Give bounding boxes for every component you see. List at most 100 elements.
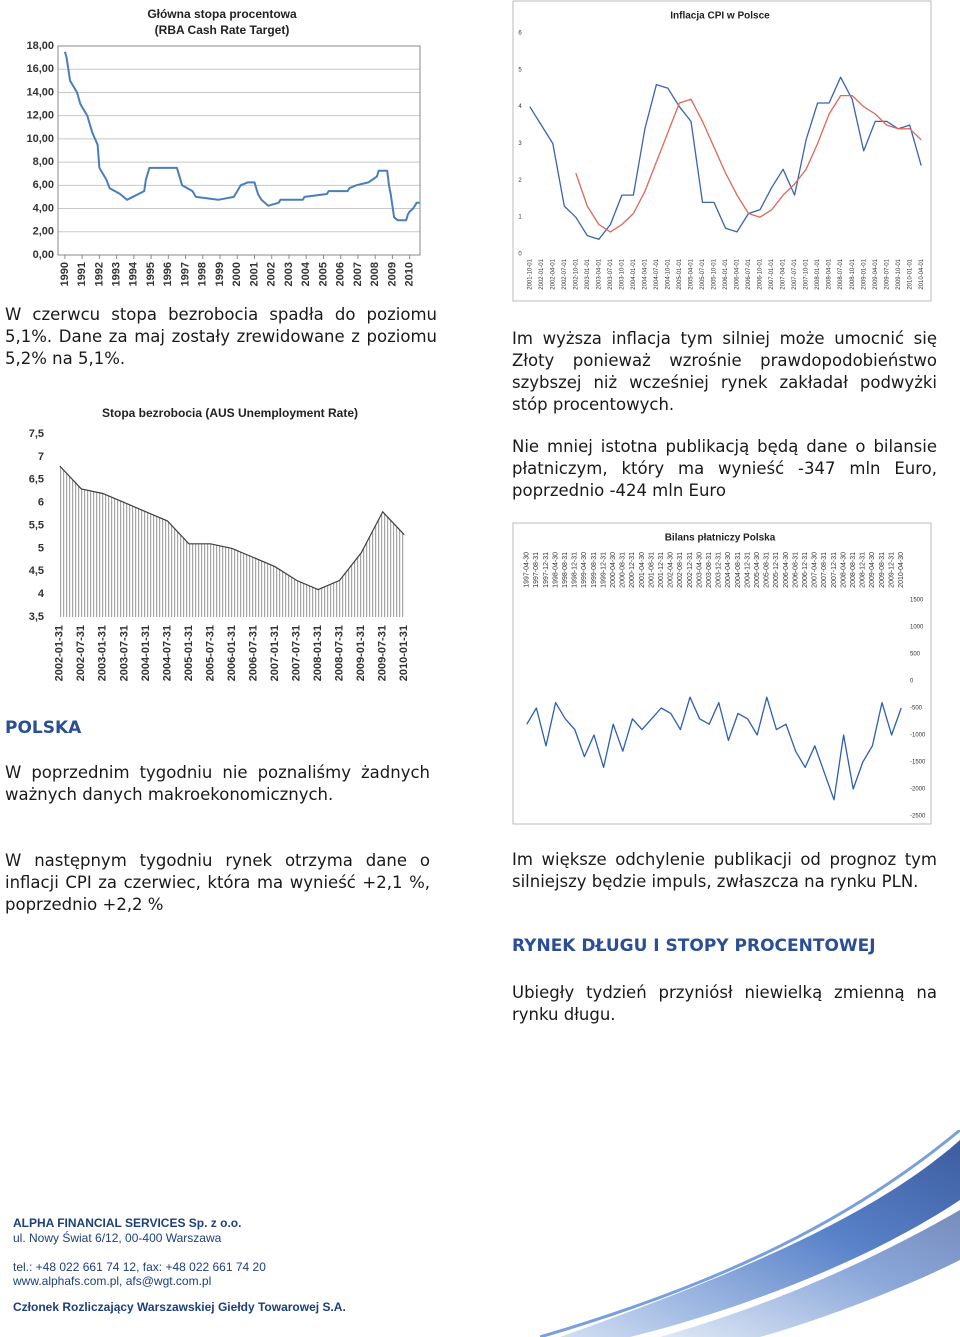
footer-phone: tel.: +48 022 661 74 12, fax: +48 022 66… [13, 1260, 266, 1274]
x-tick-label: 2005-10-01 [712, 258, 718, 289]
plot-area [57, 45, 421, 256]
footer-web: www.alphafs.com.pl, afs@wgt.com.pl [13, 1274, 212, 1288]
x-tick-label: 2007-12-31 [831, 552, 838, 588]
x-tick-label: 2004-12-31 [744, 552, 751, 588]
y-tick-label: 1000 [910, 625, 924, 631]
x-tick-label: 2005-07-01 [700, 258, 706, 289]
x-tick-label: 2004-04-01 [642, 258, 648, 289]
x-tick-label: 2003-07-31 [118, 625, 130, 681]
y-tick-label: 6,00 [33, 179, 54, 191]
footer-company: ALPHA FINANCIAL SERVICES Sp. z o.o. [13, 1216, 242, 1230]
y-tick-label: 7,5 [29, 428, 44, 440]
data-line [529, 76, 922, 240]
x-tick-label: 2008-10-01 [850, 258, 856, 289]
x-tick-label: 2002-08-31 [677, 552, 684, 588]
chart-title: Główna stopa procentowa [147, 7, 297, 21]
x-tick-label: 2008-04-01 [827, 258, 833, 289]
data-area [59, 466, 405, 617]
data-line [59, 465, 405, 591]
x-tick-label: 1993 [111, 262, 123, 286]
x-tick-label: 2008-07-01 [838, 258, 844, 289]
x-tick-label: 2002-01-31 [54, 625, 66, 681]
x-tick-label: 2001-08-31 [648, 552, 655, 588]
footer-membership: Członek Rozliczający Warszawskiej Giełdy… [13, 1300, 346, 1314]
x-tick-label: 2008 [369, 262, 381, 286]
x-tick-label: 2007 [352, 262, 364, 286]
chart-balance: Bilans płatniczy Polska 1500 1000 500 0 -500 -… [512, 522, 932, 825]
x-tick-label: 2000-12-31 [629, 552, 636, 588]
x-tick-label: 2003-04-30 [696, 552, 703, 588]
x-tick-label: 1999 [214, 262, 226, 286]
x-tick-label: 2007-04-30 [812, 552, 819, 588]
x-tick-label: 2001 [248, 262, 260, 286]
x-tick-label: 2006-01-31 [226, 625, 238, 681]
x-tick-label: 2007-10-01 [804, 258, 810, 289]
x-tick-label: 2009-01-01 [861, 258, 867, 289]
paragraph: W poprzednim tygodniu nie poznaliśmy żad… [5, 763, 430, 804]
x-tick-label: 1997-08-31 [533, 552, 540, 588]
x-tick-label: 2005-07-31 [204, 625, 216, 681]
y-tick-label: 2,00 [33, 226, 54, 238]
x-tick-label: 2009-10-01 [896, 258, 902, 289]
x-tick-label: 1996 [162, 262, 174, 286]
x-tick-label: 2006-04-01 [735, 258, 741, 289]
x-tick-label: 2006-04-30 [783, 552, 790, 588]
y-tick-label: 5 [518, 67, 522, 73]
x-tick-label: 2003-12-31 [716, 552, 723, 588]
chart-title: Bilans płatniczy Polska [665, 533, 776, 544]
x-tick-label: 2007-07-01 [792, 258, 798, 289]
x-tick-label: 2002-04-01 [550, 258, 556, 289]
y-tick-label: 4,5 [29, 565, 44, 577]
paragraph: W czerwcu stopa bezrobocia spadła do poz… [5, 305, 437, 368]
chart-unemployment: Stopa bezrobocia (AUS Unemployment Rate)… [29, 406, 410, 681]
x-tick-label: 2005-04-30 [754, 552, 761, 588]
x-tick-label: 2003-01-31 [97, 625, 109, 681]
x-tick-label: 2007-07-31 [291, 625, 303, 681]
x-tick-label: 2005-01-01 [677, 258, 683, 289]
x-tick-label: 2002-12-31 [687, 552, 694, 588]
x-tick-label: 2003-08-31 [706, 552, 713, 588]
y-tick-label: 16,00 [26, 63, 54, 75]
x-tick-label: 2006-10-01 [758, 258, 764, 289]
x-tick-label: 2009-01-31 [355, 625, 367, 681]
x-tick-label: 1992 [93, 262, 105, 286]
paragraph: W następnym tygodniu rynek otrzyma dane … [5, 851, 430, 914]
x-tick-label: 1995 [145, 262, 157, 286]
paragraph: Im większe odchylenie publikacji od prog… [512, 850, 937, 891]
x-tick-label: 2000-04-30 [610, 552, 617, 588]
x-tick-label: 2006-07-01 [746, 258, 752, 289]
x-tick-label: 2003-07-01 [608, 258, 614, 289]
y-tick-label: 1 [518, 215, 522, 221]
x-tick-label: 2004-08-31 [735, 552, 742, 588]
x-tick-label: 2000 [231, 262, 243, 286]
chart-subtitle: (RBA Cash Rate Target) [155, 23, 290, 37]
chart-frame [512, 0, 932, 302]
y-tick-label: 6,5 [29, 474, 44, 486]
x-tick-label: 2010-04-01 [919, 258, 925, 289]
x-tick-label: 2006-07-31 [247, 625, 259, 681]
x-tick-label: 2005-08-31 [764, 552, 771, 588]
x-tick-label: 1999-08-31 [591, 552, 598, 588]
chart-title: Stopa bezrobocia (AUS Unemployment Rate) [102, 406, 358, 420]
x-tick-label: 2002-07-31 [75, 625, 87, 681]
y-tick-label: -2500 [910, 814, 926, 820]
x-tick-label: 1999-04-30 [581, 552, 588, 588]
y-tick-label: 6 [38, 497, 44, 509]
x-tick-label: 2000-08-31 [620, 552, 627, 588]
x-tick-label: 2010-04-30 [898, 552, 905, 588]
x-tick-label: 2007-08-31 [821, 552, 828, 588]
y-tick-label: 4 [518, 104, 522, 110]
x-tick-label: 2009-07-31 [377, 625, 389, 681]
x-tick-label: 2005-12-31 [773, 552, 780, 588]
section-heading: RYNEK DŁUGU I STOPY PROCENTOWEJ [512, 936, 876, 956]
y-tick-label: 12,00 [26, 110, 54, 122]
chart-title: Inflacja CPI w Polsce [670, 11, 770, 22]
y-tick-label: 4 [38, 588, 45, 600]
x-tick-label: 2008-01-31 [312, 625, 324, 681]
x-tick-label: 2006 [335, 262, 347, 286]
x-tick-label: 2005-04-01 [689, 258, 695, 289]
x-tick-label: 2004-04-30 [725, 552, 732, 588]
x-tick-label: 2010-01-01 [907, 258, 913, 289]
x-tick-label: 2004 [300, 261, 312, 286]
x-tick-label: 2009-04-30 [869, 552, 876, 588]
